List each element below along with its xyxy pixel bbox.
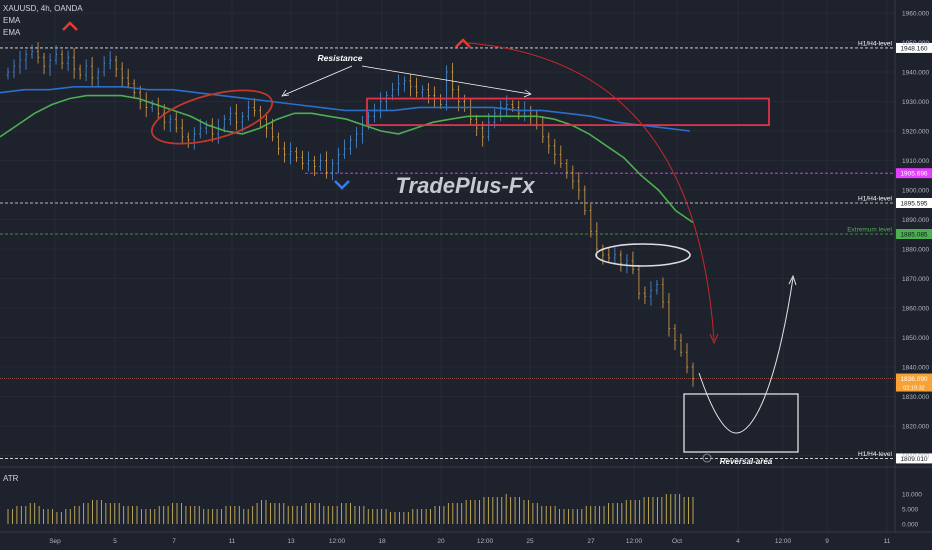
price-level-tag-text: 1905.696 — [900, 171, 927, 178]
y-tick-label: 1850.000 — [902, 335, 929, 342]
price-level-tag — [896, 453, 932, 464]
x-tick-label: 13 — [287, 538, 295, 545]
y-tick-label: 1910.000 — [902, 158, 929, 165]
atr-y-tick-label: 5.000 — [902, 507, 919, 514]
ema-slow-line[interactable] — [0, 86, 691, 132]
x-tick-label: 11 — [229, 538, 236, 545]
price-level-label: Extremum level — [847, 226, 892, 233]
price-level-tag — [896, 168, 932, 179]
projection-curve[interactable] — [467, 42, 715, 341]
y-tick-label: 1810.000 — [902, 453, 929, 460]
top-marker-icon — [62, 21, 78, 31]
atr-y-tick-label: 0.000 — [902, 522, 919, 529]
y-tick-label: 1880.000 — [902, 247, 929, 254]
support-ellipse[interactable] — [595, 243, 691, 267]
reversal-projection-curve[interactable] — [698, 277, 794, 434]
price-level-tag — [896, 197, 932, 208]
y-tick-label: 1860.000 — [902, 306, 929, 313]
price-level-tag — [896, 228, 932, 239]
x-tick-label: 7 — [172, 538, 176, 545]
flash-icon[interactable] — [702, 453, 712, 463]
resistance-arrowhead-left — [281, 89, 290, 97]
y-tick-label: 1900.000 — [902, 188, 929, 195]
symbol-title: XAUUSD, 4h, OANDA — [3, 4, 83, 13]
price-level-tag-text: 1948.160 — [900, 45, 927, 52]
y-tick-label: 1920.000 — [902, 129, 929, 136]
price-level-tag-text: 1895.595 — [900, 200, 927, 207]
y-tick-label: 1950.000 — [902, 40, 929, 47]
x-tick-label: Sep — [49, 538, 61, 545]
reversal-arrowhead — [788, 274, 797, 286]
price-level-label: H1/H4-level — [858, 40, 893, 47]
bottom-marker-icon — [334, 180, 350, 190]
y-tick-label: 1930.000 — [902, 99, 929, 106]
candles — [6, 42, 695, 387]
x-tick-label: 12:00 — [477, 538, 494, 545]
x-tick-label: 4 — [736, 538, 740, 545]
y-tick-label: 1940.000 — [902, 70, 929, 77]
y-tick-label: 1890.000 — [902, 217, 929, 224]
resistance-label: Resistance — [318, 53, 363, 63]
resistance-arrow-left — [283, 65, 353, 96]
resistance-box[interactable] — [366, 97, 770, 127]
grid — [0, 0, 895, 532]
ema-indicator-2[interactable]: EMA — [3, 28, 21, 37]
y-tick-label: 1830.000 — [902, 394, 929, 401]
price-level-tag — [896, 42, 932, 53]
price-level-label: H1/H4-level — [858, 195, 893, 202]
consolidation-ellipse[interactable] — [146, 80, 277, 155]
price-level-label: H1/H4-level — [858, 451, 893, 458]
price-level-tag-text: 1885.085 — [900, 231, 927, 238]
y-tick-label: 1840.000 — [902, 365, 929, 372]
x-tick-label: 20 — [437, 538, 445, 545]
x-tick-label: 12:00 — [329, 538, 346, 545]
atr-panel: 0.000 5.000 10.000 — [7, 492, 922, 529]
reversal-area-label: Reversal-area — [720, 457, 773, 466]
x-tick-label: 27 — [587, 538, 595, 545]
annotations: Resistance Reversal-area TradePlus-Fx — [62, 21, 799, 466]
ema-fast-line[interactable] — [0, 94, 694, 224]
y-tick-label: 1870.000 — [902, 276, 929, 283]
price-level-tag-text: 1809.010 — [900, 456, 927, 463]
resistance-arrowhead-right — [523, 89, 532, 98]
last-price-tag-text: 1836.090 — [900, 376, 927, 383]
price-levels: H1/H4-level 1948.160 1905.696 H1/H4-level 18… — [0, 40, 932, 464]
last-price-tag — [896, 373, 932, 392]
atr-y-tick-label: 10.000 — [902, 492, 922, 499]
last-price-countdown: 02:19:32 — [903, 386, 924, 392]
x-tick-label: 25 — [526, 538, 534, 545]
x-tick-label: 9 — [825, 538, 829, 545]
watermark: TradePlus-Fx — [396, 173, 536, 198]
x-tick-label: 5 — [113, 538, 117, 545]
x-tick-label: 11 — [884, 538, 891, 545]
atr-indicator-label[interactable]: ATR — [3, 474, 19, 483]
ema-indicator-1[interactable]: EMA — [3, 16, 21, 25]
resistance-arrow-right — [361, 65, 531, 95]
ema-lines — [0, 86, 694, 224]
x-tick-label: 12:00 — [626, 538, 643, 545]
reversal-area-box[interactable] — [683, 393, 799, 453]
x-tick-label: 18 — [378, 538, 386, 545]
projection-arrowhead — [709, 333, 719, 345]
x-tick-label: Oct — [672, 538, 682, 545]
top-marker-icon — [455, 38, 471, 48]
y-tick-label: 1960.000 — [902, 11, 929, 18]
y-tick-label: 1820.000 — [902, 424, 929, 431]
x-tick-label: 12:00 — [775, 538, 792, 545]
